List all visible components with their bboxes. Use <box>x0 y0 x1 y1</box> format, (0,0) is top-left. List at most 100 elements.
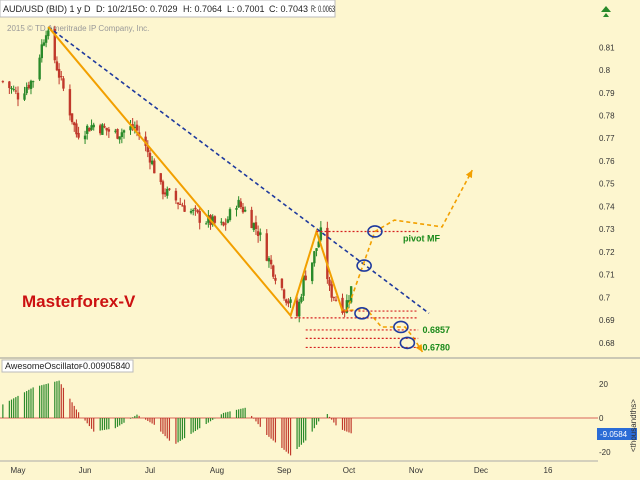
candle-body <box>14 90 18 92</box>
candle-body <box>196 209 199 213</box>
y-tick-label: 0.72 <box>599 248 615 257</box>
candle-body <box>265 233 268 261</box>
candle-body <box>194 207 197 210</box>
candle-body <box>237 199 240 208</box>
candle-body <box>38 57 41 80</box>
y-tick-label: 0.68 <box>599 339 615 348</box>
y-tick-label: 0.75 <box>599 180 615 189</box>
candle-body <box>334 299 338 301</box>
candle-body <box>205 223 208 225</box>
highlight-circle <box>399 336 416 350</box>
candle-body <box>300 296 303 302</box>
x-tick-label: Jul <box>145 466 155 475</box>
candle-body <box>254 222 258 229</box>
candle-body <box>53 28 56 61</box>
candle-body <box>88 127 91 132</box>
candle-body <box>224 223 227 225</box>
candle-body <box>220 221 223 223</box>
candle-body <box>27 84 31 89</box>
candle-body <box>133 126 137 128</box>
candle-body <box>103 126 106 128</box>
y-tick-label: 0.69 <box>599 316 615 325</box>
header-date: D: 10/2/15 <box>96 4 138 14</box>
candle-body <box>166 188 169 196</box>
y-tick-label: 0.79 <box>599 89 615 98</box>
header-symbol: AUD/USD (BID) 1 y D <box>3 4 91 14</box>
candle-body <box>269 259 273 265</box>
highlight-circle <box>354 307 370 320</box>
candle-body <box>31 81 35 83</box>
candle-body <box>319 227 323 241</box>
candle-body <box>47 30 50 37</box>
candle-body <box>179 203 182 205</box>
candle-body <box>90 125 93 130</box>
level-0-6780-label: 0.6780 <box>423 342 451 352</box>
copyright-text: 2015 © TD Ameritrade IP Company, Inc. <box>7 24 149 33</box>
y-tick-label: 0.8 <box>599 66 611 75</box>
oscillator-unit: <thousandths> <box>629 399 638 452</box>
y-tick-label: 0.76 <box>599 157 615 166</box>
candle-body <box>153 160 156 174</box>
candle-body <box>256 231 260 237</box>
candle-body <box>341 297 344 313</box>
candle-body <box>101 124 104 135</box>
candle-body <box>287 301 290 304</box>
candle-body <box>267 258 271 262</box>
candle-body <box>62 78 65 89</box>
candle-body <box>289 299 292 303</box>
candle-body <box>222 222 225 226</box>
candle-body <box>40 44 43 59</box>
candle-body <box>302 275 305 296</box>
y-tick-label: 0.73 <box>599 225 615 234</box>
candle-body <box>161 181 165 195</box>
candle-body <box>213 216 217 223</box>
candle-body <box>311 262 314 282</box>
candle-body <box>75 123 78 135</box>
candle-body <box>252 223 255 230</box>
candle-body <box>181 205 184 207</box>
candle-body <box>285 299 288 303</box>
candle-body <box>44 35 48 43</box>
candle-body <box>315 248 318 251</box>
candle-body <box>228 209 232 220</box>
y-tick-label: 0.78 <box>599 112 615 121</box>
x-tick-label: May <box>10 466 25 475</box>
highlight-circle <box>393 320 409 334</box>
forecast-down-arrowhead <box>415 344 423 352</box>
candle-body <box>330 284 333 298</box>
candle-body <box>280 278 284 288</box>
candle-body <box>60 76 63 78</box>
green-up-arrow-icon[interactable] <box>601 6 611 17</box>
header-bar <box>0 0 336 18</box>
candle-body <box>326 227 329 280</box>
candle-body <box>118 136 121 140</box>
candle-body <box>272 265 275 277</box>
candle-body <box>192 209 195 212</box>
candle-body <box>68 89 72 116</box>
oscillator-tick-label: 0 <box>599 414 604 423</box>
oscillator-name: AwesomeOscillator <box>5 361 82 371</box>
candle-body <box>298 301 301 317</box>
candle-body <box>42 42 46 46</box>
candle-body <box>16 92 20 100</box>
x-tick-label: Aug <box>210 466 224 475</box>
orange-forecast-up <box>346 169 474 312</box>
candle-body <box>282 289 286 299</box>
candle-body <box>313 251 316 264</box>
candle-body <box>73 122 76 126</box>
candle-body <box>86 125 89 134</box>
candle-body <box>107 129 111 132</box>
y-tick-label: 0.71 <box>599 271 615 280</box>
candle-body <box>328 279 331 286</box>
candle-body <box>168 188 171 190</box>
candle-body <box>70 113 74 123</box>
candle-body <box>250 209 253 229</box>
candle-body <box>349 286 353 303</box>
x-tick-label: 16 <box>544 466 553 475</box>
candle-body <box>259 232 262 235</box>
level-0-6857-label: 0.6857 <box>423 325 451 335</box>
candle-body <box>12 88 15 90</box>
oscillator-badge <box>597 428 637 440</box>
candle-body <box>92 124 95 128</box>
